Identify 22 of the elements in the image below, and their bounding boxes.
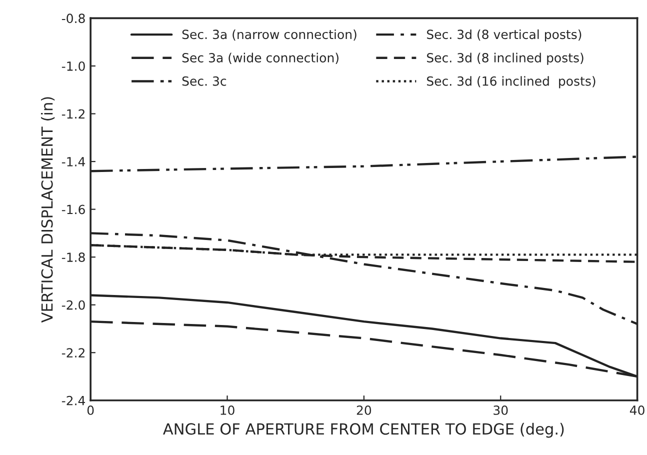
- x-tick-label: 10: [220, 405, 234, 415]
- y-tick-label: -1.6: [62, 204, 85, 214]
- y-tick-label: -1.4: [62, 157, 86, 166]
- y-axis-title: VERTICAL DISPLACEMENT (in): [40, 97, 55, 323]
- x-tick-label: 20: [356, 405, 372, 415]
- legend-label: Sec. 3d (8 inclined posts): [426, 52, 584, 65]
- legend-label: Sec. 3d (16 inclined posts): [426, 76, 596, 88]
- y-tick-label: -1.2: [62, 109, 84, 118]
- y-tick-label: -0.8: [62, 14, 85, 24]
- y-tick-label: -1.8: [62, 252, 85, 262]
- legend-label: Sec 3a (wide connection): [182, 52, 338, 64]
- legend-label: Sec. 3d (8 vertical posts): [426, 29, 582, 42]
- y-tick-label: -1.0: [62, 61, 85, 71]
- y-tick-label: -2.4: [62, 396, 86, 406]
- x-tick-label: 40: [630, 405, 644, 415]
- legend-label: Sec. 3c: [182, 76, 226, 86]
- x-tick-label: 30: [494, 405, 508, 415]
- x-axis-title: ANGLE OF APERTURE FROM CENTER TO EDGE (deg.): [163, 422, 564, 438]
- legend-label: Sec. 3a (narrow connection): [182, 29, 356, 41]
- y-tick-label: -2.2: [62, 348, 84, 358]
- x-tick-label: 0: [87, 405, 94, 415]
- y-tick-label: -2.0: [62, 300, 85, 310]
